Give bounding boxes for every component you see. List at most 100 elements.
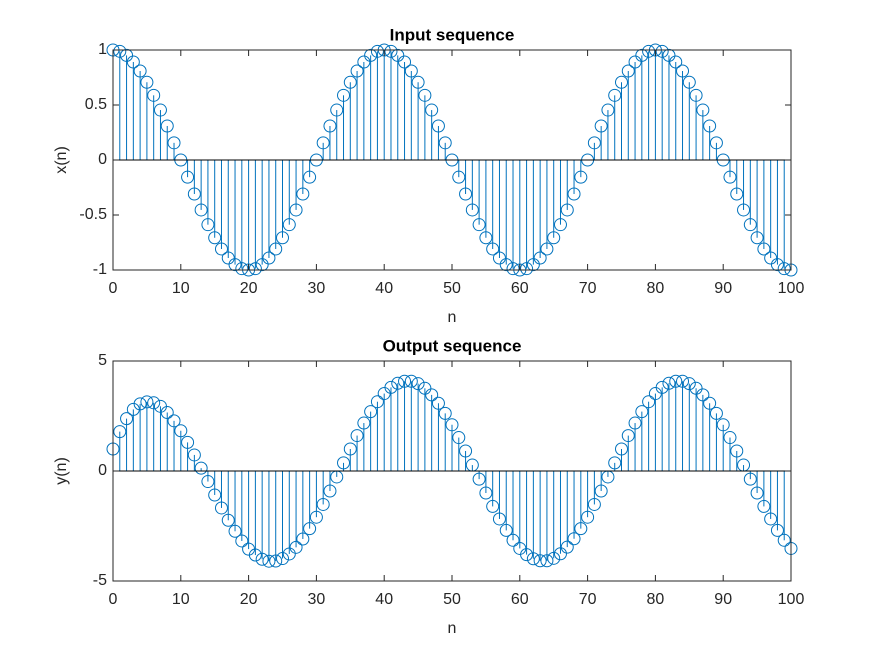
x-tick-label: 20 bbox=[240, 591, 258, 608]
stem-marker bbox=[662, 376, 676, 390]
stem-marker bbox=[574, 522, 588, 536]
x-tick-label: 0 bbox=[109, 591, 118, 608]
stem-marker bbox=[703, 119, 717, 133]
stem-marker bbox=[635, 48, 649, 62]
stem-marker bbox=[594, 119, 608, 133]
stem-marker bbox=[723, 431, 737, 445]
stem-marker bbox=[655, 44, 669, 58]
stem-marker bbox=[547, 231, 561, 245]
stem-marker bbox=[635, 405, 649, 419]
stem-marker bbox=[126, 55, 140, 69]
x-tick-label: 30 bbox=[308, 591, 326, 608]
stem-marker bbox=[587, 136, 601, 150]
stem-marker bbox=[764, 512, 778, 526]
stem-marker bbox=[181, 435, 195, 449]
stem-marker bbox=[540, 554, 554, 568]
stem-marker bbox=[743, 218, 757, 232]
stem-marker bbox=[140, 75, 154, 89]
stem-marker bbox=[255, 552, 269, 566]
stem-marker bbox=[716, 418, 730, 432]
stem-marker bbox=[743, 472, 757, 486]
stem-marker bbox=[730, 187, 744, 201]
stem-marker bbox=[567, 187, 581, 201]
stem-marker bbox=[214, 242, 228, 256]
stem-marker bbox=[194, 203, 208, 217]
stem-marker bbox=[689, 88, 703, 102]
x-tick-label: 70 bbox=[579, 591, 597, 608]
stem-marker bbox=[608, 88, 622, 102]
stem-marker bbox=[153, 103, 167, 117]
stem-marker bbox=[757, 499, 771, 513]
stem-marker bbox=[431, 396, 445, 410]
stem-marker bbox=[404, 64, 418, 78]
stem-marker bbox=[492, 251, 506, 265]
stem-marker bbox=[174, 424, 188, 438]
chart-title: Output sequence bbox=[383, 336, 522, 355]
stem-marker bbox=[418, 381, 432, 395]
stem-marker bbox=[499, 523, 513, 537]
stem-marker bbox=[628, 55, 642, 69]
stem-marker bbox=[506, 533, 520, 547]
stem-marker bbox=[547, 551, 561, 565]
stem-marker bbox=[255, 258, 269, 272]
stem-marker bbox=[391, 376, 405, 390]
stem-marker bbox=[567, 532, 581, 546]
stem-marker bbox=[676, 374, 690, 388]
x-tick-label: 30 bbox=[308, 280, 326, 297]
stem-marker bbox=[370, 44, 384, 58]
stem-marker bbox=[201, 218, 215, 232]
stem-marker bbox=[737, 203, 751, 217]
stem-marker bbox=[289, 203, 303, 217]
stem-marker bbox=[676, 64, 690, 78]
stem-marker bbox=[282, 218, 296, 232]
y-tick-label: 0 bbox=[98, 151, 107, 168]
stem-marker bbox=[438, 406, 452, 420]
stem-marker bbox=[133, 397, 147, 411]
x-tick-label: 40 bbox=[375, 591, 393, 608]
stem-marker bbox=[642, 395, 656, 409]
stem-marker bbox=[208, 488, 222, 502]
stem-marker bbox=[113, 44, 127, 58]
stem-marker bbox=[662, 48, 676, 62]
stem-marker bbox=[343, 75, 357, 89]
stem-marker bbox=[248, 548, 262, 562]
stem-marker bbox=[235, 262, 249, 276]
x-tick-label: 80 bbox=[647, 591, 665, 608]
stem-marker bbox=[506, 262, 520, 276]
stem-marker bbox=[248, 262, 262, 276]
stem-marker bbox=[391, 48, 405, 62]
stem-marker bbox=[682, 75, 696, 89]
stem-marker bbox=[120, 412, 134, 426]
stem-marker bbox=[276, 552, 289, 566]
y-tick-label: -0.5 bbox=[79, 206, 107, 223]
stem-marker bbox=[303, 522, 317, 536]
stem-marker bbox=[214, 501, 228, 515]
stem-marker bbox=[553, 547, 567, 561]
stem-marker bbox=[221, 513, 235, 527]
stem-marker bbox=[526, 258, 540, 272]
stem-marker bbox=[323, 484, 337, 498]
x-axis-label: n bbox=[448, 309, 457, 326]
stem-marker bbox=[269, 554, 283, 568]
x-tick-label: 50 bbox=[443, 280, 461, 297]
stem-marker bbox=[459, 187, 473, 201]
stem-marker bbox=[316, 497, 330, 511]
stem-marker bbox=[757, 242, 771, 256]
stem-marker bbox=[269, 242, 283, 256]
stem-marker bbox=[730, 444, 744, 458]
x-tick-label: 0 bbox=[109, 280, 118, 297]
x-tick-label: 20 bbox=[240, 280, 258, 297]
stem-marker bbox=[703, 396, 717, 410]
stem-marker bbox=[181, 170, 195, 184]
stem-marker bbox=[262, 554, 276, 568]
stem-marker bbox=[472, 218, 486, 232]
stem-marker bbox=[499, 258, 513, 272]
stem-marker bbox=[160, 405, 174, 419]
stem-marker bbox=[235, 534, 249, 548]
stem-marker bbox=[709, 406, 723, 420]
stem-marker bbox=[194, 461, 208, 475]
stem-marker bbox=[221, 251, 235, 265]
stem-marker bbox=[486, 499, 500, 513]
stem-marker bbox=[615, 75, 628, 89]
